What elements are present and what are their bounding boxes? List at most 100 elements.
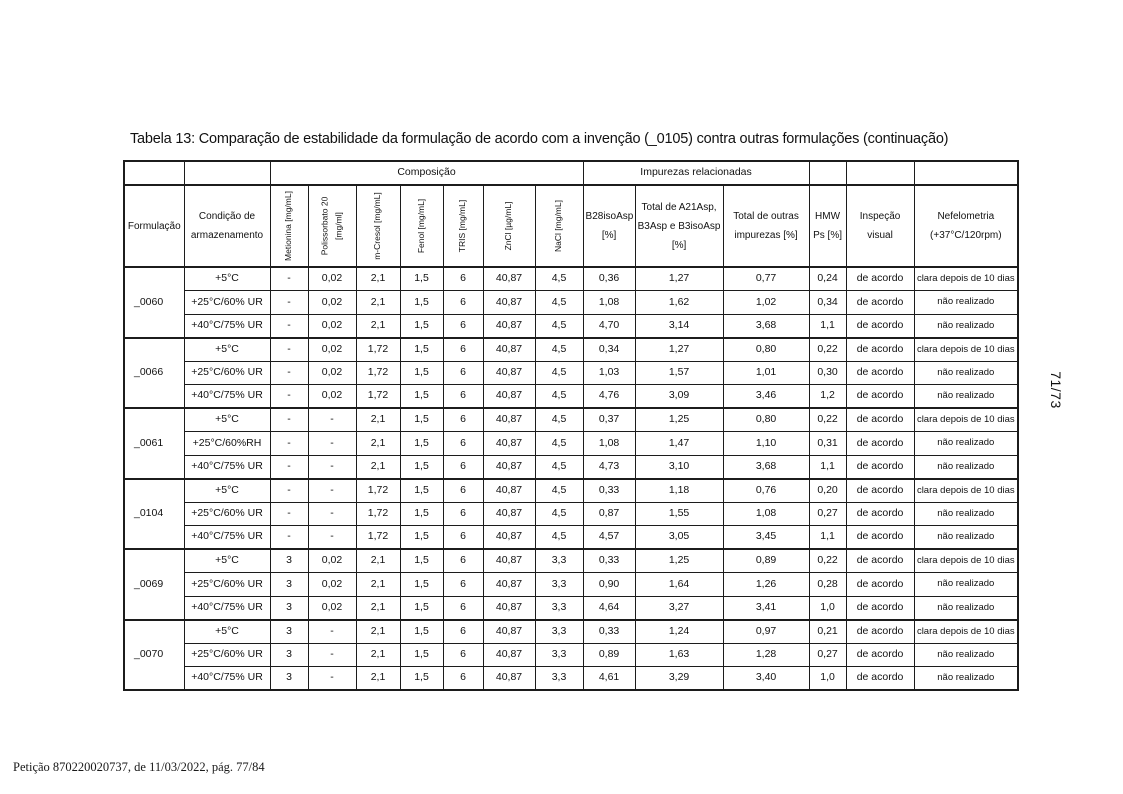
rotated-label: Polissorbato 20 [mg/ml] xyxy=(319,196,343,256)
storage-condition-cell: +25°C/60% UR xyxy=(183,501,271,526)
value-cell: não realizado xyxy=(913,454,1019,479)
formulation-label: _0066 xyxy=(123,336,185,409)
value-cell: 1,01 xyxy=(722,360,810,385)
value-cell: 2,1 xyxy=(355,266,401,291)
value-cell: 4,5 xyxy=(534,336,584,362)
rotated-label: Metionina [mg/mL] xyxy=(283,191,294,261)
value-cell: 40,87 xyxy=(482,454,536,479)
value-cell: 40,87 xyxy=(482,313,536,338)
column-header-polissorbato: Polissorbato 20 [mg/ml] xyxy=(307,184,357,268)
value-cell: 0,80 xyxy=(722,336,810,362)
value-cell: 3,10 xyxy=(634,454,724,479)
table-row: +25°C/60% UR -0,02 1,72 1,5 6 40,87 4,5 1,03 1,5… xyxy=(124,360,1019,385)
value-cell: - xyxy=(269,313,309,338)
value-cell: não realizado xyxy=(913,313,1019,338)
value-cell: 1,5 xyxy=(399,572,444,597)
column-header-row: Formulação Condição de armazenamento Met… xyxy=(123,184,1019,268)
value-cell: 1,5 xyxy=(399,618,444,644)
value-cell: 0,22 xyxy=(808,548,847,573)
value-cell: de acordo xyxy=(845,384,915,409)
value-cell: 6 xyxy=(442,431,484,456)
value-cell: clara depois de 10 dias xyxy=(913,266,1019,291)
value-cell: 0,02 xyxy=(307,548,357,573)
value-cell: 1,72 xyxy=(355,360,401,385)
value-cell: - xyxy=(307,454,357,479)
value-cell: de acordo xyxy=(845,618,915,644)
value-cell: 40,87 xyxy=(482,501,536,526)
value-cell: não realizado xyxy=(913,501,1019,526)
value-cell: 3,3 xyxy=(534,618,584,644)
value-cell: não realizado xyxy=(913,595,1019,620)
value-cell: 1,5 xyxy=(399,384,444,409)
value-cell: 1,2 xyxy=(808,384,847,409)
value-cell: 4,76 xyxy=(582,384,636,409)
value-cell: 1,0 xyxy=(808,666,847,691)
value-cell: - xyxy=(307,407,357,432)
value-cell: clara depois de 10 dias xyxy=(913,477,1019,503)
empty-cell xyxy=(808,160,847,186)
value-cell: 0,27 xyxy=(808,501,847,526)
value-cell: 1,55 xyxy=(634,501,724,526)
value-cell: de acordo xyxy=(845,595,915,620)
table-row: _0104 +5°C - -1,72 1,5 6 40,87 4,5 0,33 1,18 0,76 0… xyxy=(123,477,1019,550)
value-cell: não realizado xyxy=(913,290,1019,315)
value-cell: 6 xyxy=(442,360,484,385)
table-row: +40°C/75% UR -0,02 1,72 1,5 6 40,87 4,5 4,76 3,0… xyxy=(124,384,1019,409)
value-cell: 3,14 xyxy=(634,313,724,338)
value-cell: não realizado xyxy=(913,525,1019,550)
value-cell: 1,5 xyxy=(399,642,444,667)
value-cell: 40,87 xyxy=(482,290,536,315)
value-cell: 3 xyxy=(269,666,309,691)
value-cell: não realizado xyxy=(913,642,1019,667)
column-header-formulation: Formulação xyxy=(123,184,185,268)
value-cell: 1,1 xyxy=(808,313,847,338)
formulation-label: _0061 xyxy=(123,407,185,479)
value-cell: clara depois de 10 dias xyxy=(913,407,1019,432)
value-cell: de acordo xyxy=(845,642,915,667)
value-cell: 4,64 xyxy=(582,595,636,620)
table-row: +25°C/60% UR -0,02 2,1 1,5 6 40,87 4,5 1,08 1,62… xyxy=(124,290,1019,315)
value-cell: 6 xyxy=(442,595,484,620)
storage-condition-cell: +40°C/75% UR xyxy=(183,384,271,409)
table-row: +40°C/75% UR 3 0,02 2,1 1,5 6 40,87 3,3 4,64 3,27… xyxy=(124,595,1019,620)
value-cell: 1,5 xyxy=(399,666,444,691)
value-cell: 0,02 xyxy=(307,595,357,620)
value-cell: 0,33 xyxy=(582,618,636,644)
value-cell: 1,5 xyxy=(399,501,444,526)
value-cell: 0,02 xyxy=(307,290,357,315)
value-cell: 6 xyxy=(442,572,484,597)
value-cell: 0,33 xyxy=(582,548,636,573)
value-cell: 1,5 xyxy=(399,336,444,362)
value-cell: 0,20 xyxy=(808,477,847,503)
value-cell: 0,21 xyxy=(808,618,847,644)
value-cell: 1,18 xyxy=(634,477,724,503)
value-cell: 2,1 xyxy=(355,642,401,667)
value-cell: 0,24 xyxy=(808,266,847,291)
value-cell: 0,34 xyxy=(582,336,636,362)
value-cell: - xyxy=(269,454,309,479)
value-cell: 0,28 xyxy=(808,572,847,597)
value-cell: 40,87 xyxy=(482,431,536,456)
value-cell: 3,3 xyxy=(534,642,584,667)
empty-cell xyxy=(183,160,271,186)
column-header-total-a21asp: Total de A21Asp, B3Asp e B3isoAsp [%] xyxy=(634,184,724,268)
value-cell: 1,72 xyxy=(355,477,401,503)
column-header-metionina: Metionina [mg/mL] xyxy=(269,184,309,268)
value-cell: - xyxy=(307,666,357,691)
value-cell: de acordo xyxy=(845,266,915,291)
group-header-row: Composição Impurezas relacionadas xyxy=(123,160,1019,186)
column-header-mcresol: m-Cresol [mg/mL] xyxy=(355,184,401,268)
value-cell: 40,87 xyxy=(482,360,536,385)
value-cell: 3,40 xyxy=(722,666,810,691)
value-cell: 0,77 xyxy=(722,266,810,291)
value-cell: não realizado xyxy=(913,431,1019,456)
value-cell: 3,05 xyxy=(634,525,724,550)
table-row: +25°C/60% UR 3-2,1 1,5 6 40,87 3,3 0,89 1,63 1,2… xyxy=(124,642,1019,667)
value-cell: clara depois de 10 dias xyxy=(913,336,1019,362)
impurities-group-header: Impurezas relacionadas xyxy=(582,160,810,186)
value-cell: de acordo xyxy=(845,572,915,597)
value-cell: - xyxy=(269,360,309,385)
value-cell: 1,72 xyxy=(355,384,401,409)
value-cell: 0,37 xyxy=(582,407,636,432)
value-cell: 0,02 xyxy=(307,313,357,338)
